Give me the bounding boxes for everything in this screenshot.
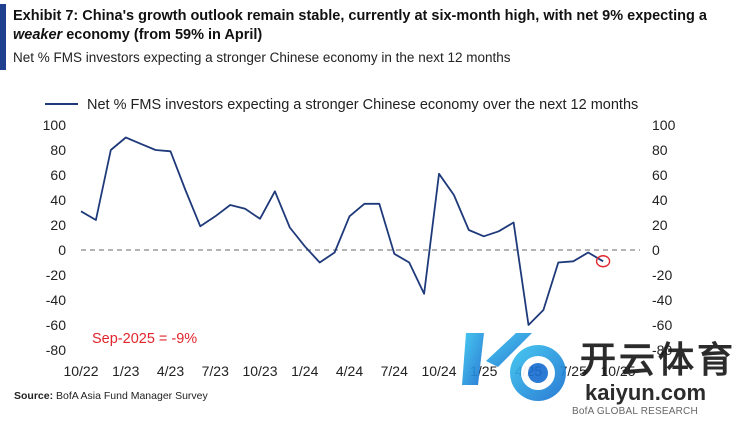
data-point (140, 143, 142, 145)
data-point (274, 190, 276, 192)
y-tick-right: -40 (652, 292, 672, 308)
data-point (513, 222, 515, 224)
watermark-logo-icon (462, 333, 566, 401)
data-point (289, 227, 291, 229)
data-point (304, 245, 306, 247)
y-tick-right: 40 (652, 192, 668, 208)
y-tick-right: 0 (652, 242, 660, 258)
y-tick-left: -20 (46, 267, 66, 283)
x-tick-label: 7/24 (381, 363, 408, 379)
data-point (408, 262, 410, 264)
title-accent-bar (0, 4, 6, 70)
data-point (587, 252, 589, 254)
data-point (378, 203, 380, 205)
x-tick-label: 10/25 (600, 363, 635, 379)
y-tick-left: 40 (50, 192, 66, 208)
data-point (557, 262, 559, 264)
y-tick-right: -60 (652, 317, 672, 333)
annotation-label: Sep-2025 = -9% (92, 331, 197, 347)
y-tick-left: -80 (46, 342, 66, 358)
data-point (602, 260, 604, 262)
title-emphasis: weaker (13, 27, 63, 43)
data-point (363, 203, 365, 205)
y-tick-left: 20 (50, 217, 66, 233)
data-point (542, 309, 544, 311)
watermark-brand: 开云体育 (580, 339, 737, 380)
y-tick-left: -40 (46, 292, 66, 308)
data-point (319, 262, 321, 264)
data-point (393, 253, 395, 255)
watermark-url: kaiyun.com (585, 380, 707, 405)
source-note: Source: BofA Asia Fund Manager Survey (14, 390, 208, 402)
series-line (80, 136, 604, 326)
data-point (199, 225, 201, 227)
y-tick-right: -20 (652, 267, 672, 283)
source-text: BofA Asia Fund Manager Survey (53, 390, 208, 402)
exhibit-subtitle: Net % FMS investors expecting a stronger… (13, 50, 511, 65)
data-point (259, 218, 261, 220)
data-point (334, 252, 336, 254)
y-tick-left: 100 (43, 117, 67, 133)
y-tick-left: -60 (46, 317, 66, 333)
data-point (244, 208, 246, 210)
data-point (184, 189, 186, 191)
data-point (572, 260, 574, 262)
x-tick-label: 1/23 (112, 363, 139, 379)
y-tick-right: 20 (652, 217, 668, 233)
x-tick-label: 10/24 (421, 363, 456, 379)
data-point (453, 194, 455, 196)
y-tick-right: -80 (652, 342, 672, 358)
data-point (438, 173, 440, 175)
y-tick-left: 0 (58, 242, 66, 258)
data-point (110, 149, 112, 151)
x-tick-label: 10/23 (242, 363, 277, 379)
data-point (498, 230, 500, 232)
watermark: 开云体育 kaiyun.com (458, 325, 738, 410)
data-point (468, 229, 470, 231)
y-tick-left: 80 (50, 142, 66, 158)
data-point (95, 219, 97, 221)
x-tick-label: 4/23 (157, 363, 184, 379)
data-point (170, 150, 172, 152)
data-point (229, 204, 231, 206)
data-point (483, 235, 485, 237)
legend-label: Net % FMS investors expecting a stronger… (87, 97, 638, 113)
source-label: Source: (14, 390, 54, 402)
x-tick-label: 10/22 (63, 363, 98, 379)
y-tick-left: 60 (50, 167, 66, 183)
data-point (423, 293, 425, 295)
y-tick-right: 80 (652, 142, 668, 158)
x-tick-label: 7/25 (560, 363, 587, 379)
footer-credit: BofA GLOBAL RESEARCH (572, 406, 698, 417)
data-point (80, 210, 82, 212)
data-point (155, 149, 157, 151)
exhibit-title: Exhibit 7: China's growth outlook remain… (13, 7, 743, 45)
x-tick-label: 4/24 (336, 363, 363, 379)
data-point (349, 215, 351, 217)
y-tick-right: 100 (652, 117, 676, 133)
y-tick-right: 60 (652, 167, 668, 183)
title-part2: economy (from 59% in April) (62, 27, 263, 43)
data-point (125, 137, 127, 139)
x-tick-label: 7/23 (202, 363, 229, 379)
title-part1: Exhibit 7: China's growth outlook remain… (13, 8, 707, 24)
highlight-circle (595, 255, 611, 268)
x-tick-label: 1/24 (291, 363, 318, 379)
data-point (214, 215, 216, 217)
